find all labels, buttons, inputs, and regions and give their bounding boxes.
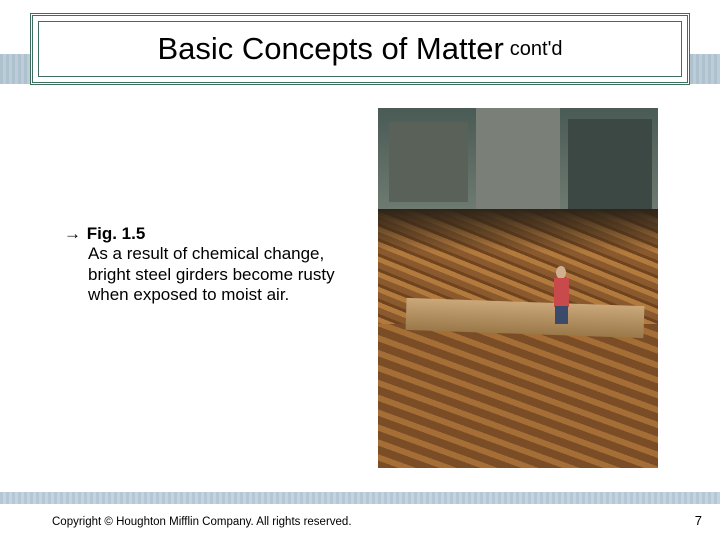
slide-title: Basic Concepts of Matter cont'd	[33, 16, 687, 82]
copyright-text: Copyright © Houghton Mifflin Company. Al…	[52, 516, 352, 528]
fig-girders-lower	[378, 324, 658, 468]
body-region: → Fig. 1.5 As a result of chemical chang…	[0, 106, 720, 486]
figure-image	[378, 108, 658, 468]
footer-stripe-decor	[0, 492, 720, 504]
figure-caption: → Fig. 1.5 As a result of chemical chang…	[64, 224, 360, 306]
fig-worker-legs	[555, 306, 569, 324]
title-region: Basic Concepts of Matter cont'd	[0, 5, 720, 91]
fig-shadow	[378, 209, 658, 252]
arrow-icon: →	[64, 224, 82, 244]
figure-description: As a result of chemical change, bright s…	[88, 244, 360, 305]
page-number: 7	[695, 513, 702, 528]
fig-building-left	[389, 122, 467, 201]
fig-building-right	[568, 119, 652, 213]
fig-worker	[552, 266, 572, 324]
title-frame: Basic Concepts of Matter cont'd	[30, 13, 690, 85]
figure-label: Fig. 1.5	[87, 224, 146, 243]
fig-worker-body	[554, 278, 570, 307]
title-main: Basic Concepts of Matter	[157, 31, 503, 67]
fig-street	[476, 108, 560, 209]
title-suffix: cont'd	[510, 38, 563, 61]
